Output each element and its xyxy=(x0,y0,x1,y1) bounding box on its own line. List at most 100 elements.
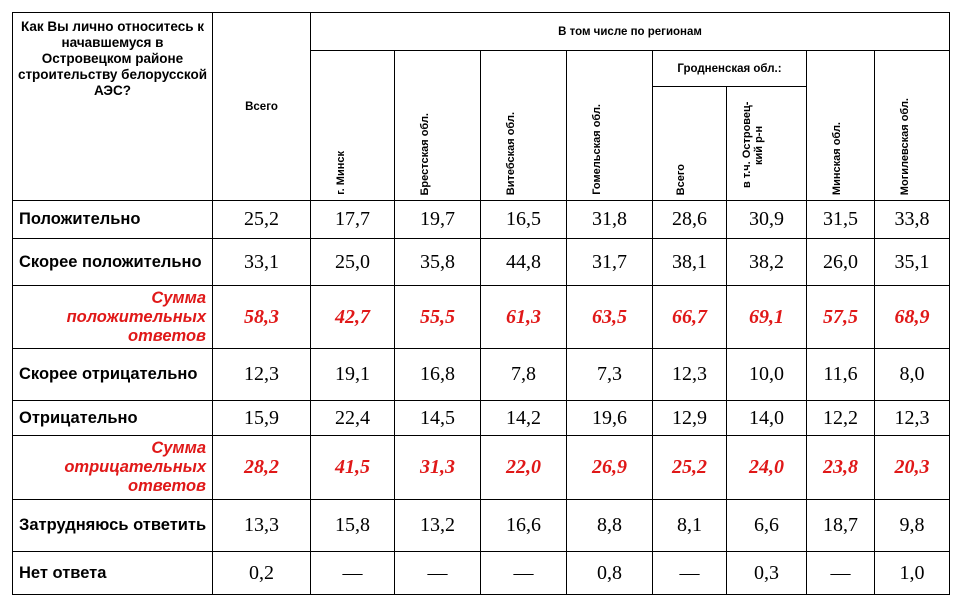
sum-cell: 68,9 xyxy=(873,285,951,349)
table-cell: — xyxy=(310,551,395,595)
table-cell: 15,9 xyxy=(212,400,311,436)
table-cell: 13,2 xyxy=(394,499,481,552)
row-label: Скорее отрицательно xyxy=(12,348,213,401)
table-cell: 0,8 xyxy=(566,551,653,595)
table-cell: 16,8 xyxy=(394,348,481,401)
table-cell: — xyxy=(652,551,727,595)
table-cell: 33,1 xyxy=(212,238,311,286)
table-cell: 33,8 xyxy=(873,200,951,239)
table-cell: 19,7 xyxy=(394,200,481,239)
table-cell: 13,3 xyxy=(212,499,311,552)
table-cell: 17,7 xyxy=(310,200,395,239)
gomel-header: Гомельская обл. xyxy=(566,50,653,201)
table-cell: 14,0 xyxy=(726,400,807,436)
table-row: Скорее положительно 33,1 25,0 35,8 44,8 31,7 3… xyxy=(12,238,951,286)
sum-cell: 63,5 xyxy=(566,285,653,349)
table-cell: 12,3 xyxy=(212,348,311,401)
table-cell: 30,9 xyxy=(726,200,807,239)
sum-cell: 61,3 xyxy=(480,285,567,349)
table-cell: 31,7 xyxy=(566,238,653,286)
table-row: Сумма отрицательных ответов 28,2 41,5 31,3 2… xyxy=(12,435,951,500)
sum-cell: 28,2 xyxy=(212,435,311,500)
row-label: Положительно xyxy=(12,200,213,239)
table-cell: 7,8 xyxy=(480,348,567,401)
table-cell: 12,2 xyxy=(806,400,875,436)
table-row: Нет ответа 0,2— — —0,8—0,3—1,0 xyxy=(12,551,951,595)
row-label: Отрицательно xyxy=(12,400,213,436)
sum-cell: 23,8 xyxy=(806,435,875,500)
table-cell: 12,3 xyxy=(873,400,951,436)
mogilev-header: Могилевская обл. xyxy=(873,50,951,201)
row-label: Нет ответа xyxy=(12,551,213,595)
sum-cell: 57,5 xyxy=(806,285,875,349)
vitebsk-header: Витебская обл. xyxy=(480,50,567,201)
table-cell: 28,6 xyxy=(652,200,727,239)
table-cell: — xyxy=(806,551,875,595)
table-cell: 35,8 xyxy=(394,238,481,286)
sum-cell: 26,9 xyxy=(566,435,653,500)
table-row: Сумма положительных ответов 58,3 42,7 55,5 6… xyxy=(12,285,951,349)
table-cell: — xyxy=(394,551,481,595)
table-cell: 35,1 xyxy=(873,238,951,286)
table-cell: 19,6 xyxy=(566,400,653,436)
sum-cell: 55,5 xyxy=(394,285,481,349)
table-cell: 16,6 xyxy=(480,499,567,552)
sum-cell: 66,7 xyxy=(652,285,727,349)
table-cell: 19,1 xyxy=(310,348,395,401)
table-row: Скорее отрицательно 12,3 19,1 16,8 7,8 7,3 12,… xyxy=(12,348,951,401)
table-row: Положительно 25,2 17,7 19,7 16,5 31,8 28,6 30,9… xyxy=(12,200,951,239)
grodno-group-header: Гродненская обл.: xyxy=(652,50,807,87)
table-cell: 0,2 xyxy=(212,551,311,595)
table-cell: 44,8 xyxy=(480,238,567,286)
sum-cell: 31,3 xyxy=(394,435,481,500)
sum-row-label: Сумма отрицательных ответов xyxy=(12,435,213,500)
table-row: Отрицательно 15,9 22,4 14,5 14,2 19,6 12,9 14,0… xyxy=(12,400,951,436)
sum-cell: 25,2 xyxy=(652,435,727,500)
brest-header: Брестская обл. xyxy=(394,50,481,201)
table-cell: 15,8 xyxy=(310,499,395,552)
table-cell: 11,6 xyxy=(806,348,875,401)
sum-cell: 22,0 xyxy=(480,435,567,500)
sum-cell: 58,3 xyxy=(212,285,311,349)
sum-cell: 24,0 xyxy=(726,435,807,500)
table-cell: 1,0 xyxy=(873,551,951,595)
table-cell: 10,0 xyxy=(726,348,807,401)
table-cell: 31,5 xyxy=(806,200,875,239)
minsk-region-header: Минская обл. xyxy=(806,50,875,201)
grodno-total-header: Всего xyxy=(652,86,727,201)
table-cell: 9,8 xyxy=(873,499,951,552)
grodno-ostrovets-header: в т.ч. Островец-кий р-н xyxy=(726,86,807,201)
table-cell: 16,5 xyxy=(480,200,567,239)
minsk-city-header: г. Минск xyxy=(310,50,395,201)
table-cell: 25,2 xyxy=(212,200,311,239)
table-cell: 14,5 xyxy=(394,400,481,436)
question-header: Как Вы лично относитесь к начавшемуся в … xyxy=(12,12,213,201)
table-cell: 6,6 xyxy=(726,499,807,552)
sum-cell: 42,7 xyxy=(310,285,395,349)
row-label: Затрудняюсь ответить xyxy=(12,499,213,552)
table-cell: 8,8 xyxy=(566,499,653,552)
table-cell: 12,3 xyxy=(652,348,727,401)
sum-cell: 41,5 xyxy=(310,435,395,500)
table-cell: 25,0 xyxy=(310,238,395,286)
table-cell: 0,3 xyxy=(726,551,807,595)
table-cell: 8,0 xyxy=(873,348,951,401)
table-cell: 7,3 xyxy=(566,348,653,401)
table-cell: 14,2 xyxy=(480,400,567,436)
sum-cell: 20,3 xyxy=(873,435,951,500)
table-cell: — xyxy=(480,551,567,595)
sum-row-label: Сумма положительных ответов xyxy=(12,285,213,349)
row-label: Скорее положительно xyxy=(12,238,213,286)
total-header: Всего xyxy=(212,12,311,201)
table-cell: 38,2 xyxy=(726,238,807,286)
sum-cell: 69,1 xyxy=(726,285,807,349)
table-cell: 8,1 xyxy=(652,499,727,552)
regions-group-header: В том числе по регионам xyxy=(309,12,951,51)
table-cell: 22,4 xyxy=(310,400,395,436)
table-cell: 12,9 xyxy=(652,400,727,436)
table-cell: 31,8 xyxy=(566,200,653,239)
table-row: Затрудняюсь ответить 13,3 15,8 13,2 16,6 8,8 8… xyxy=(12,499,951,552)
table-cell: 26,0 xyxy=(806,238,875,286)
survey-table: Как Вы лично относитесь к начавшемуся в … xyxy=(12,12,951,595)
table-cell: 18,7 xyxy=(806,499,875,552)
